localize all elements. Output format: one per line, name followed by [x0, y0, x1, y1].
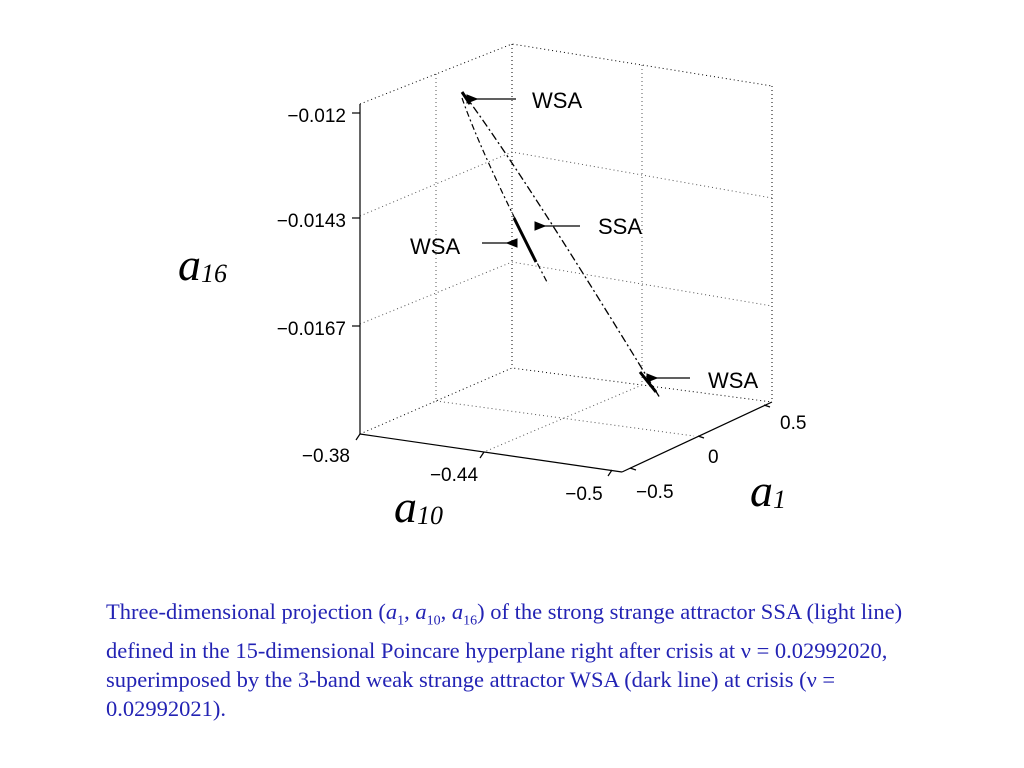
annotation-label: WSA [708, 368, 758, 393]
x-axis-label: a1 [750, 465, 786, 516]
figure-caption: Three-dimensional projection (a1, a10, a… [106, 597, 936, 723]
svg-text:a1: a1 [750, 465, 786, 516]
annotation-label: WSA [532, 88, 582, 113]
caption-pre: Three-dimensional projection ( [106, 599, 386, 624]
series-wsa [460, 91, 658, 393]
y-axis-subscript: 10 [417, 501, 443, 530]
x-tick-labels: −0.5 0 0.5 [636, 413, 806, 503]
z-axis-subscript: 16 [201, 259, 227, 288]
plot-box [359, 43, 773, 453]
caption-var-a10: a [415, 599, 427, 624]
wsa-band-middle [512, 217, 538, 263]
y-tick-label: −0.44 [430, 465, 479, 486]
series-ssa [461, 93, 661, 399]
x-tick-label: 0.5 [780, 413, 806, 434]
annotation-label: SSA [598, 214, 642, 239]
z-tick-label: −0.012 [287, 106, 346, 127]
annotation-label: WSA [410, 234, 460, 259]
svg-text:a10: a10 [394, 481, 443, 532]
caption-sep: , [440, 599, 452, 624]
y-tick-label: −0.5 [565, 484, 603, 505]
ssa-curve-inner [461, 97, 549, 285]
z-axis-label: a16 [178, 239, 227, 290]
caption-sub-1: 1 [397, 613, 405, 629]
y-tick-label: −0.38 [302, 446, 350, 467]
z-axis-symbol: a [178, 239, 201, 290]
annotation-wsa-top: WSA [466, 88, 582, 113]
x-tick-label: −0.5 [636, 482, 674, 503]
y-axis-symbol: a [394, 481, 417, 532]
x-tick-label: 0 [708, 447, 719, 468]
attractor-3d-plot: −0.012 −0.0143 −0.0167 −0.38 −0.44 −0.5 … [178, 43, 806, 532]
y-tick-labels: −0.38 −0.44 −0.5 [302, 446, 603, 505]
annotation-wsa-bottom: WSA [646, 368, 758, 393]
annotation-ssa: SSA [534, 214, 642, 239]
axes [352, 104, 773, 477]
z-tick-label: −0.0167 [277, 319, 346, 340]
caption-var-a1: a [385, 599, 398, 624]
caption-var-a16: a [451, 599, 464, 624]
caption-post: ) of the strong strange attractor SSA (l… [106, 599, 903, 721]
y-axis-label: a10 [394, 481, 443, 532]
x-axis-subscript: 1 [773, 485, 786, 514]
ssa-curve-outer [463, 93, 661, 399]
z-tick-labels: −0.012 −0.0143 −0.0167 [277, 106, 346, 340]
svg-text:a16: a16 [178, 239, 227, 290]
z-tick-label: −0.0143 [277, 211, 346, 232]
caption-sub-10: 10 [426, 613, 441, 629]
caption-sep: , [404, 599, 416, 624]
annotation-wsa-middle: WSA [410, 234, 518, 259]
caption-sub-16: 16 [463, 613, 478, 629]
x-axis-symbol: a [750, 465, 773, 516]
